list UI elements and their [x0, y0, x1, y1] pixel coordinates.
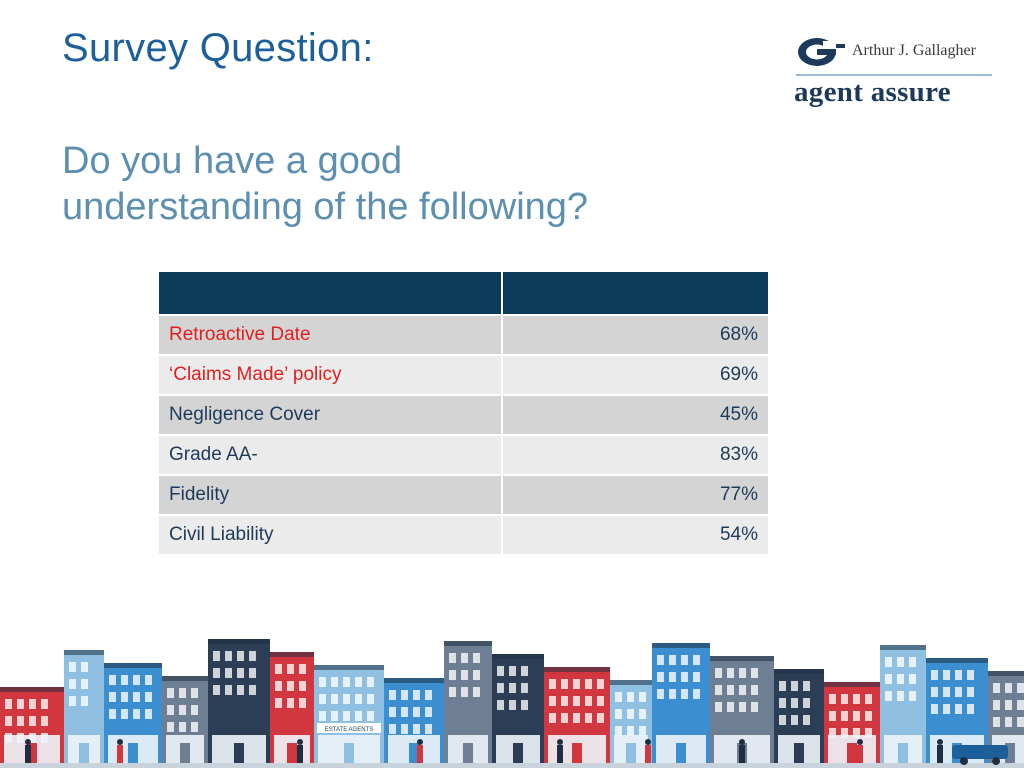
gallagher-logo: Arthur J. Gallagher agent assure [794, 36, 994, 116]
shop-sign [317, 723, 381, 733]
table-row: Grade AA- 83% [157, 434, 770, 476]
company-name: Arthur J. Gallagher [852, 42, 976, 59]
table-row: Negligence Cover 45% [157, 394, 770, 436]
table-row: Civil Liability 54% [157, 514, 770, 556]
row-label: Grade AA- [157, 434, 503, 476]
question-line-1: Do you have a good [62, 140, 403, 182]
row-value: 69% [501, 354, 770, 396]
pedestrian [417, 739, 423, 745]
survey-table-body: Retroactive Date 68% ‘Claims Made’ policy 6… [157, 314, 770, 556]
row-label: Negligence Cover [157, 394, 503, 436]
header-value-cell: % Yes [501, 270, 770, 316]
row-label: Civil Liability [157, 514, 503, 556]
row-label: Retroactive Date [157, 314, 503, 356]
row-value: 77% [501, 474, 770, 516]
pedestrian [645, 739, 651, 745]
row-label: ‘Claims Made’ policy [157, 354, 503, 396]
row-value: 54% [501, 514, 770, 556]
survey-table: % Yes Retroactive Date 68% ‘Claims Made’ p… [157, 270, 770, 556]
pedestrian [857, 739, 863, 745]
shop-sign-label: ESTATE AGENTS [325, 727, 373, 733]
row-label: Fidelity [157, 474, 503, 516]
row-value: 83% [501, 434, 770, 476]
question-line-2: understanding of the following? [62, 186, 589, 228]
header-label-cell [157, 270, 503, 316]
table-row: Retroactive Date 68% [157, 314, 770, 356]
table-header-row: % Yes [157, 270, 770, 316]
table-row: Fidelity 77% [157, 474, 770, 516]
row-value: 45% [501, 394, 770, 436]
car [952, 745, 1008, 759]
street-illustration: ESTATE AGENTS [0, 639, 1024, 768]
row-value: 68% [501, 314, 770, 356]
survey-question: Do you have a good understanding of the … [62, 138, 702, 230]
pedestrian [937, 739, 943, 745]
table-row: ‘Claims Made’ policy 69% [157, 354, 770, 396]
pedestrian [297, 739, 303, 745]
pedestrian [739, 739, 745, 745]
pedestrian [25, 739, 31, 745]
street-pavement [0, 763, 1024, 768]
pedestrian [117, 739, 123, 745]
brand-name: agent assure [794, 76, 951, 108]
pedestrian [557, 739, 563, 745]
logo-divider [796, 74, 992, 76]
gallagher-g-icon [798, 38, 845, 66]
slide-title: Survey Question: [62, 26, 374, 70]
